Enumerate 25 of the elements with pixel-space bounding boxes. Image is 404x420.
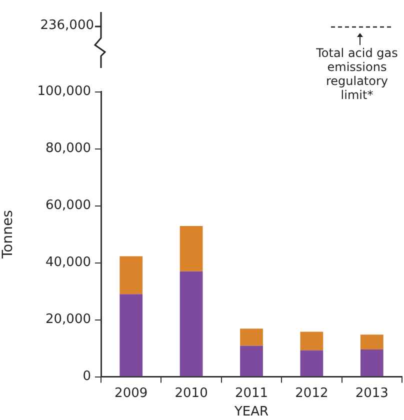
y-tick-label: 40,000 xyxy=(46,255,91,270)
y-tick-label: 100,000 xyxy=(37,84,91,100)
y-tick-label: 0 xyxy=(82,369,91,384)
bar xyxy=(180,226,203,272)
y-tick-label: 80,000 xyxy=(46,141,91,156)
bar xyxy=(360,334,384,350)
bar xyxy=(300,332,324,350)
x-tick-label: 2012 xyxy=(295,386,328,401)
annotation: Total acid gas emissions regulatory limit* xyxy=(315,46,399,102)
x-axis-title: YEAR xyxy=(233,404,269,420)
x-tick-label: 2013 xyxy=(355,386,388,401)
bar xyxy=(120,294,143,376)
y-tick-label: 20,000 xyxy=(46,312,91,328)
bar xyxy=(240,346,263,376)
bar xyxy=(360,349,384,376)
x-tick-label: 2011 xyxy=(234,386,268,401)
y-axis-title: Tonnes xyxy=(0,210,16,260)
x-tick-label: 2009 xyxy=(114,386,148,401)
text: 236,000 xyxy=(40,18,94,34)
bar xyxy=(120,256,143,294)
y-tick-label: 60,000 xyxy=(46,198,91,214)
bar xyxy=(240,328,263,346)
bar xyxy=(180,271,203,376)
x-tick-label: 2010 xyxy=(174,386,208,401)
bar xyxy=(300,350,324,376)
